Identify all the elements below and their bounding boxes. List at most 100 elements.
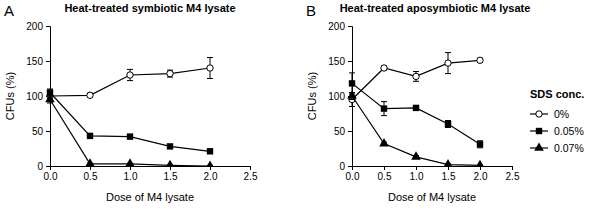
legend-label: 0.07% <box>554 142 584 154</box>
data-point <box>87 133 93 139</box>
panel: 0.0 0.5 1.0 1.5 2.0 2.5 0 50 100 150 200 Heat-treat… <box>306 2 584 203</box>
x-tick: 2.0 <box>204 166 218 182</box>
y-tick-label: 100 <box>328 91 345 102</box>
y-tick-label: 150 <box>328 56 345 67</box>
x-tick: 0.0 <box>44 166 58 182</box>
x-axis-line <box>51 167 251 171</box>
data-point <box>45 94 55 102</box>
x-tick-mark <box>90 166 91 170</box>
plot-area <box>45 58 215 167</box>
error-bar <box>127 69 133 80</box>
y-tick-label: 0 <box>37 161 43 172</box>
y-tick-mark <box>46 131 50 132</box>
y-tick-mark <box>46 166 50 167</box>
data-point <box>381 65 387 71</box>
plot-area <box>347 53 485 166</box>
y-tick: 200 <box>328 21 352 32</box>
legend: SDS conc.0%0.05%0.07% <box>530 88 584 154</box>
data-point <box>475 160 485 166</box>
panel-label: A <box>4 2 14 19</box>
data-point <box>127 133 133 139</box>
error-bar <box>413 72 419 82</box>
data-point <box>347 90 357 98</box>
data-point <box>127 72 133 78</box>
x-axis: 0.0 0.5 1.0 1.5 2.0 2.5 <box>346 166 520 182</box>
x-tick: 1.5 <box>164 166 178 182</box>
x-tick-mark <box>210 166 211 170</box>
x-tick-label: 0.0 <box>346 171 360 182</box>
legend-item: 0.05% <box>530 125 584 137</box>
x-tick: 0.0 <box>346 166 360 182</box>
x-tick: 2.0 <box>474 166 488 182</box>
x-tick-label: 1.5 <box>442 171 456 182</box>
y-tick-label: 200 <box>26 21 43 32</box>
y-tick-label: 100 <box>26 91 43 102</box>
x-tick: 0.5 <box>378 166 392 182</box>
panel: 0.0 0.5 1.0 1.5 2.0 2.5 0 50 100 150 200 Heat-treat… <box>4 2 258 203</box>
y-tick-label: 50 <box>334 126 346 137</box>
panel-label: B <box>306 2 316 19</box>
y-tick-mark <box>348 26 352 27</box>
x-axis-title: Dose of M4 lysate <box>388 191 476 203</box>
y-tick-mark <box>46 61 50 62</box>
y-tick-label: 200 <box>328 21 345 32</box>
x-axis-line <box>353 167 513 171</box>
data-point <box>477 141 483 147</box>
series-line <box>50 68 210 96</box>
y-tick: 150 <box>328 56 352 67</box>
x-tick-mark <box>480 166 481 170</box>
data-point <box>167 143 173 149</box>
title: Heat-treated aposymbiotic M4 lysate <box>340 2 531 14</box>
x-tick-label: 1.0 <box>124 171 138 182</box>
data-point <box>379 138 389 146</box>
y-tick-label: 50 <box>32 126 44 137</box>
data-point <box>349 80 355 86</box>
series-line <box>352 83 480 144</box>
x-tick: 1.5 <box>442 166 456 182</box>
series-line <box>352 60 480 99</box>
x-axis: 0.0 0.5 1.0 1.5 2.0 2.5 <box>44 166 258 182</box>
error-bar <box>445 121 451 128</box>
legend-label: 0.05% <box>554 125 584 137</box>
data-point <box>477 57 483 63</box>
data-point <box>207 148 213 154</box>
x-tick: 1.0 <box>124 166 138 182</box>
x-tick-label: 0.5 <box>378 171 392 182</box>
x-tick-mark <box>130 166 131 170</box>
data-point <box>413 73 419 79</box>
x-tick: 0.5 <box>84 166 98 182</box>
y-tick-mark <box>348 131 352 132</box>
y-tick-mark <box>348 61 352 62</box>
y-tick: 0 <box>37 161 50 172</box>
series-line <box>50 100 210 167</box>
data-point <box>167 70 173 76</box>
legend-item: 0% <box>530 108 569 120</box>
data-point <box>445 121 451 127</box>
data-point <box>85 158 95 166</box>
y-tick-label: 0 <box>339 161 345 172</box>
x-axis-title: Dose of M4 lysate <box>106 191 194 203</box>
y-tick-mark <box>46 26 50 27</box>
x-tick-label: 0.5 <box>84 171 98 182</box>
y-tick-label: 150 <box>26 56 43 67</box>
y-axis-title: CFUs (%) <box>306 72 318 120</box>
x-tick-label: 2.5 <box>506 171 520 182</box>
x-tick-label: 0.0 <box>44 171 58 182</box>
x-tick-mark <box>170 166 171 170</box>
legend-item: 0.07% <box>530 142 584 154</box>
y-tick: 50 <box>334 126 352 137</box>
x-tick-label: 1.0 <box>410 171 424 182</box>
figure: 0.0 0.5 1.0 1.5 2.0 2.5 0 50 100 150 200 Heat-treat… <box>0 0 613 209</box>
legend-marker <box>536 128 542 134</box>
y-tick: 200 <box>26 21 50 32</box>
data-point <box>443 159 453 166</box>
x-tick-mark <box>416 166 417 170</box>
error-bar <box>381 102 387 116</box>
data-point <box>413 105 419 111</box>
data-point <box>87 92 93 98</box>
title: Heat-treated symbiotic M4 lysate <box>64 2 235 14</box>
x-tick: 2.5 <box>244 166 258 182</box>
series-line <box>352 96 480 165</box>
error-bar <box>477 141 483 148</box>
y-tick: 150 <box>26 56 50 67</box>
